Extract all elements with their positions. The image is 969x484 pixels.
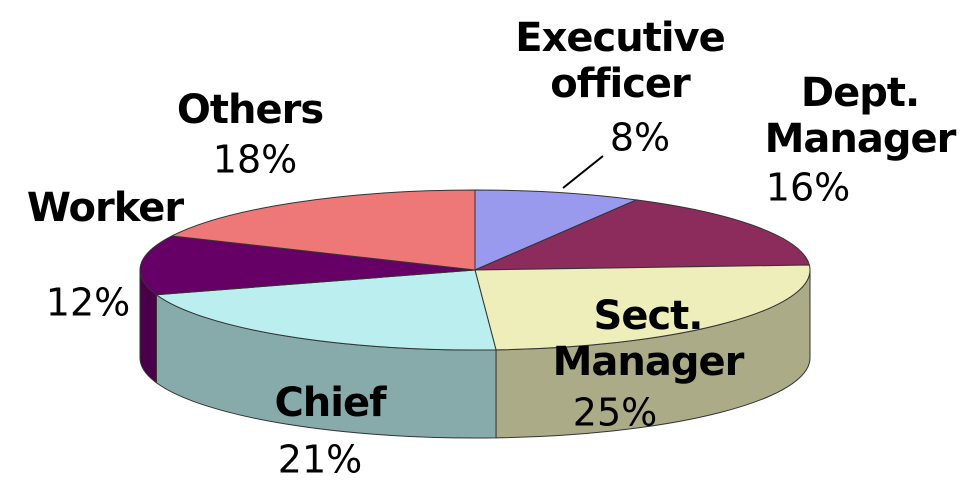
slice: [474, 199, 810, 271]
value-label: 18%: [213, 138, 297, 182]
category-label: Worker: [27, 185, 185, 231]
side-walls: [139, 269, 811, 439]
category-label: Executive officer: [515, 15, 724, 107]
value-label: 12%: [46, 281, 130, 325]
category-label: Others: [177, 87, 323, 133]
category-label: Dept. Manager: [765, 70, 957, 162]
top-faces: [139, 189, 811, 351]
slice: [474, 264, 811, 351]
value-label: 8%: [610, 116, 670, 160]
category-label: Sect. Manager: [553, 293, 745, 385]
leader-line: [562, 155, 604, 189]
slice: [139, 235, 476, 296]
value-label: 25%: [573, 391, 657, 435]
value-label: 21%: [278, 438, 362, 482]
category-label: Chief: [274, 380, 387, 426]
slice: [170, 189, 476, 271]
slice: [155, 269, 497, 351]
slice: [474, 189, 639, 271]
value-label: 16%: [766, 166, 850, 210]
